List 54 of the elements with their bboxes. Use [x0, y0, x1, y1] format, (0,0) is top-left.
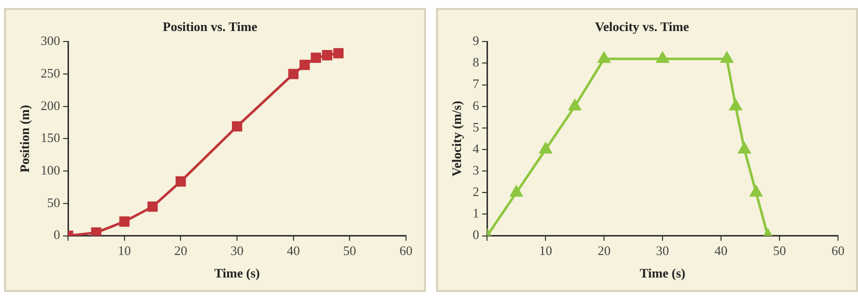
y-tick-label: 100	[40, 162, 60, 178]
point	[299, 60, 310, 70]
x-tick-label: 40	[714, 243, 728, 258]
y-tick-label: 300	[40, 33, 60, 48]
point	[147, 202, 158, 212]
point	[176, 176, 186, 187]
y-tick-label: 3	[472, 162, 480, 178]
chart-title: Velocity vs. Time	[594, 19, 690, 34]
y-tick-label: 150	[40, 130, 60, 146]
y-tick-label: 0	[472, 227, 480, 242]
x-tick-label: 20	[598, 243, 611, 258]
y-tick-label: 5	[472, 119, 480, 134]
x-tick-label: 20	[174, 243, 188, 258]
point	[540, 142, 552, 154]
x-tick-label: 10	[118, 243, 131, 258]
y-tick-label: 8	[472, 54, 480, 70]
x-tick-label: 50	[773, 243, 786, 258]
x-tick-label: 60	[400, 243, 412, 258]
x-axis-title: Time (s)	[640, 266, 686, 281]
y-tick-label: 50	[47, 194, 60, 210]
point	[750, 186, 762, 197]
y-tick-label: 4	[472, 140, 480, 156]
x-tick-label: 10	[539, 243, 552, 258]
y-tick-label: 9	[472, 33, 480, 48]
x-axis-title: Time (s)	[214, 266, 260, 281]
y-tick-label: 1	[472, 206, 480, 221]
y-tick-label: 250	[40, 65, 60, 80]
y-tick-label: 6	[472, 98, 480, 113]
point	[720, 52, 733, 63]
point	[656, 52, 669, 63]
x-tick-label: 50	[343, 243, 356, 258]
y-axis-title: Position (m)	[17, 104, 32, 172]
x-tick-label: 30	[656, 243, 670, 258]
chart-title: Position vs. Time	[162, 19, 258, 34]
point	[568, 100, 581, 110]
y-tick-label: 0	[54, 227, 60, 242]
x-tick-label: 60	[832, 243, 844, 258]
x-tick-label: 40	[286, 243, 300, 258]
point	[288, 68, 299, 80]
point	[730, 100, 742, 110]
point	[510, 186, 522, 197]
point	[598, 52, 610, 63]
point	[91, 227, 102, 236]
y-tick-label: 7	[472, 76, 480, 92]
point	[310, 52, 322, 63]
point	[119, 216, 130, 227]
point	[333, 48, 344, 58]
point	[322, 50, 332, 60]
point	[232, 121, 242, 132]
y-axis-title: Velocity (m/s)	[449, 100, 464, 177]
y-tick-label: 200	[40, 98, 60, 113]
point	[738, 142, 750, 154]
y-tick-label: 2	[472, 184, 480, 200]
x-tick-label: 30	[230, 243, 244, 258]
